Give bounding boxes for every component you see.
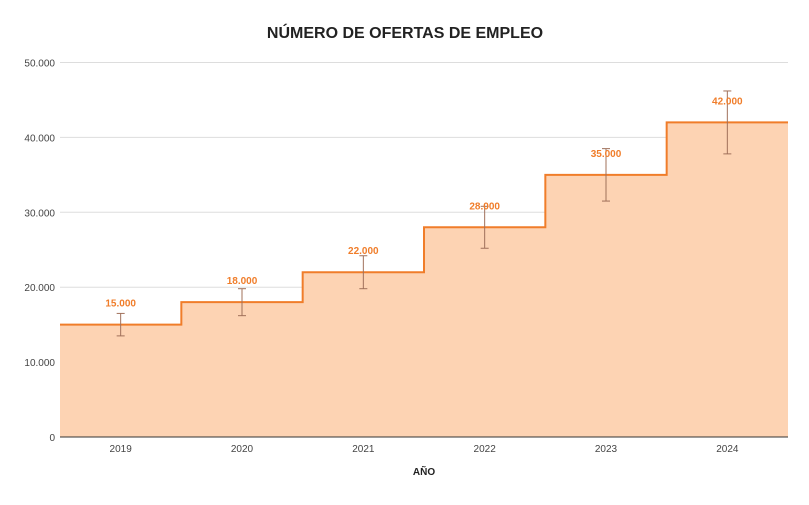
data-label: 35.000: [591, 149, 622, 160]
y-tick-label: 10.000: [24, 358, 55, 369]
area-fill: [60, 122, 788, 438]
data-label: 18.000: [227, 276, 258, 287]
x-tick-label: 2020: [231, 444, 254, 455]
y-tick-label: 50.000: [24, 59, 55, 70]
x-tick-label: 2021: [352, 444, 375, 455]
x-axis-label: AÑO: [413, 465, 435, 478]
data-label: 42.000: [712, 96, 743, 107]
x-tick-label: 2022: [474, 444, 497, 455]
y-tick-label: 0: [49, 433, 55, 444]
step-line: [60, 121, 788, 326]
data-label: 28.000: [469, 201, 500, 212]
y-tick-label: 20.000: [24, 283, 55, 294]
x-tick-label: 2024: [716, 444, 739, 455]
chart-title: NÚMERO DE OFERTAS DE EMPLEO: [267, 23, 543, 42]
data-label: 22.000: [348, 246, 379, 257]
x-tick-label: 2019: [110, 444, 133, 455]
y-tick-label: 30.000: [24, 208, 55, 219]
y-tick-label: 40.000: [24, 133, 55, 144]
x-tick-label: 2023: [595, 444, 618, 455]
data-label: 15.000: [105, 299, 136, 310]
